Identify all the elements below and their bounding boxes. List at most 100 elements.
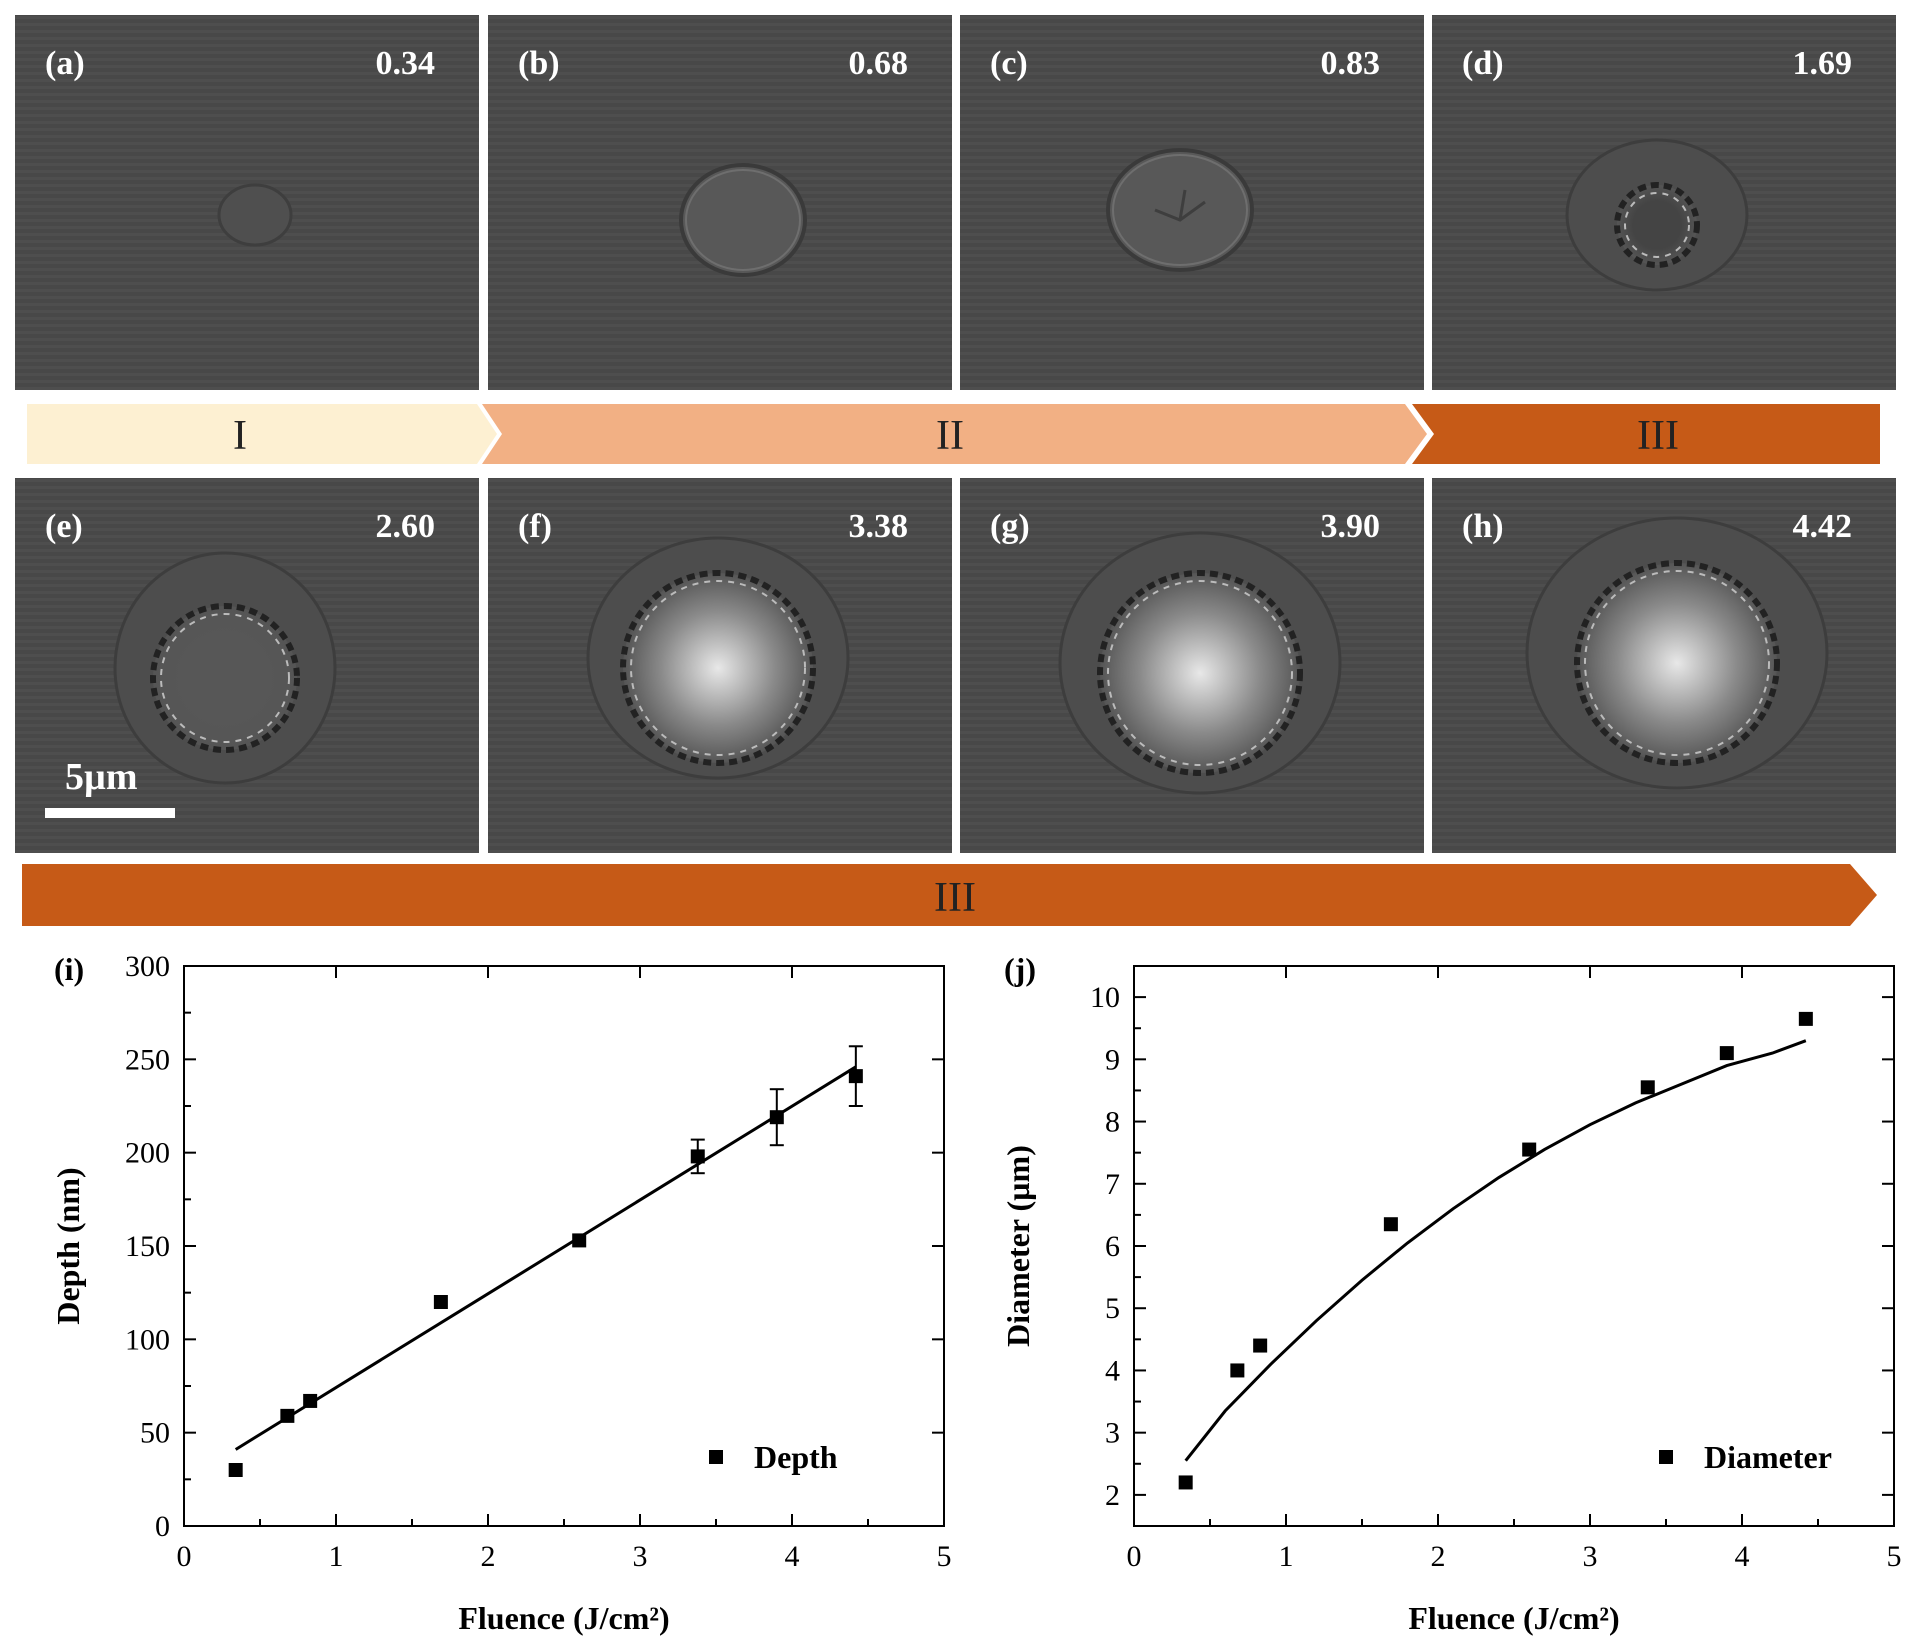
data-point — [1383, 1217, 1398, 1232]
y-tick-label: 2 — [1105, 1479, 1120, 1512]
ablation-crater — [1565, 138, 1749, 292]
data-point — [433, 1295, 448, 1309]
ablation-crater — [1525, 516, 1829, 790]
scale-bar — [45, 808, 175, 818]
panel-fluence: 0.34 — [375, 45, 436, 82]
data-point — [1230, 1363, 1245, 1378]
x-tick-label: 2 — [481, 1540, 496, 1573]
region-III-long-label: III — [934, 875, 976, 921]
panel-label: (c) — [990, 45, 1028, 82]
x-tick-label: 4 — [1735, 1540, 1750, 1573]
panel-fluence: 2.60 — [375, 508, 436, 545]
region-III-label: III — [1637, 413, 1679, 459]
data-point — [1798, 1011, 1813, 1026]
x-tick-label: 4 — [785, 1540, 800, 1573]
y-tick-label: 5 — [1105, 1292, 1120, 1325]
x-tick-label: 2 — [1431, 1540, 1446, 1573]
region-I-label: I — [233, 413, 247, 459]
region-III-long-arrow — [22, 864, 1877, 926]
y-tick-label: 7 — [1105, 1168, 1120, 1201]
legend-label: Depth — [754, 1439, 838, 1475]
y-tick-label: 250 — [125, 1043, 170, 1076]
y-tick-label: 200 — [125, 1137, 170, 1170]
micrograph-panel: (g) 3.90 — [960, 478, 1424, 853]
y-tick-label: 4 — [1105, 1354, 1120, 1387]
y-tick-label: 100 — [125, 1323, 170, 1356]
y-tick-label: 150 — [125, 1230, 170, 1263]
micrograph-panel: (b) 0.68 — [488, 15, 952, 390]
micrograph-panel: (c) 0.83 — [960, 15, 1424, 390]
panel-fluence: 0.68 — [848, 45, 909, 82]
y-axis-label: Depth (nm) — [50, 1167, 86, 1324]
data-point — [572, 1233, 587, 1248]
panel-label: (g) — [990, 508, 1030, 545]
y-tick-label: 50 — [140, 1417, 170, 1450]
panel-label: (a) — [45, 45, 85, 82]
panel-fluence: 1.69 — [1792, 45, 1853, 82]
region-II-arrow — [482, 404, 1427, 464]
panel-label: (f) — [518, 508, 552, 545]
x-tick-label: 1 — [329, 1540, 344, 1573]
data-point — [848, 1069, 863, 1084]
panel-label: (b) — [518, 45, 560, 82]
chart-panel-label: (i) — [54, 951, 84, 987]
y-tick-label: 10 — [1090, 981, 1120, 1014]
scale-bar-label: 5µm — [65, 756, 138, 798]
data-point — [769, 1110, 784, 1125]
panel-fluence: 3.90 — [1320, 508, 1381, 545]
y-tick-label: 6 — [1105, 1230, 1120, 1263]
x-tick-label: 1 — [1279, 1540, 1294, 1573]
panel-label: (h) — [1462, 508, 1504, 545]
y-tick-label: 300 — [125, 950, 170, 983]
y-tick-label: 0 — [155, 1510, 170, 1543]
x-axis-label: Fluence (J/cm²) — [1408, 1600, 1619, 1636]
x-tick-label: 3 — [633, 1540, 648, 1573]
micrograph-panel: (h) 4.42 — [1432, 478, 1896, 853]
micrograph-panel: (d) 1.69 — [1432, 15, 1896, 390]
y-tick-label: 3 — [1105, 1417, 1120, 1450]
data-point — [1522, 1142, 1537, 1157]
micrograph-panel: (e) 2.60 5µm — [15, 478, 479, 853]
y-tick-label: 8 — [1105, 1106, 1120, 1139]
ablation-crater — [1058, 531, 1342, 795]
fit-line — [1184, 1039, 1807, 1462]
legend-label: Diameter — [1704, 1439, 1832, 1475]
panel-fluence: 4.42 — [1792, 508, 1853, 545]
x-tick-label: 0 — [177, 1540, 192, 1573]
data-point — [1178, 1475, 1193, 1490]
panel-fluence: 3.38 — [848, 508, 909, 545]
chart-panel-label: (j) — [1004, 951, 1036, 987]
x-tick-label: 5 — [937, 1540, 952, 1573]
panel-fluence: 0.83 — [1320, 45, 1381, 82]
x-tick-label: 3 — [1583, 1540, 1598, 1573]
ablation-crater — [1106, 148, 1254, 272]
micrograph-panel: (a) 0.34 — [15, 15, 479, 390]
diameter-chart: 0 1 2 3 4 5 2 3 4 5 6 7 8 9 10 Fluence (J/cm²) Diameter … — [1000, 951, 1902, 1636]
region-III-arrow — [1412, 404, 1880, 464]
panel-label: (d) — [1462, 45, 1504, 82]
ablation-crater — [113, 551, 337, 785]
ablation-crater — [586, 536, 850, 780]
region-I-arrow — [27, 404, 497, 464]
legend-marker — [1659, 1450, 1673, 1464]
fit-line — [234, 1065, 857, 1451]
x-tick-label: 0 — [1127, 1540, 1142, 1573]
micrograph-panel: (f) 3.38 — [488, 478, 952, 853]
data-point — [1640, 1080, 1655, 1095]
region-II-label: II — [936, 413, 964, 459]
panel-label: (e) — [45, 508, 83, 545]
data-point — [1719, 1046, 1734, 1061]
data-point — [690, 1149, 705, 1164]
ablation-crater — [217, 183, 293, 247]
y-axis-label: Diameter (µm) — [1000, 1145, 1036, 1347]
data-point — [303, 1393, 318, 1408]
ablation-crater — [679, 163, 807, 277]
data-point — [1253, 1338, 1268, 1353]
data-point — [228, 1463, 243, 1477]
x-tick-label: 5 — [1887, 1540, 1902, 1573]
legend-marker — [709, 1450, 723, 1464]
data-point — [280, 1408, 295, 1423]
y-tick-label: 9 — [1105, 1043, 1120, 1076]
